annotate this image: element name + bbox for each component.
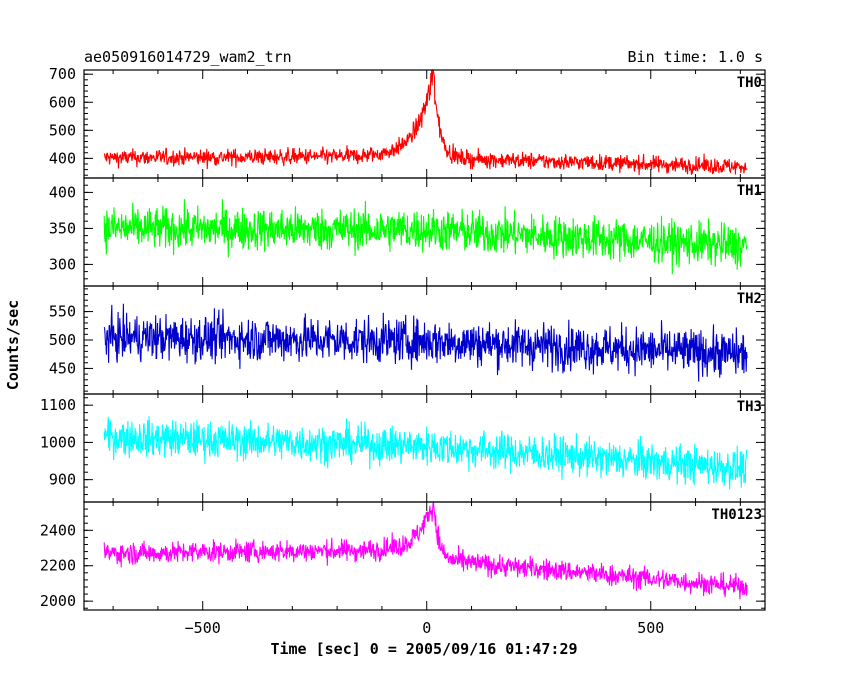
panel-th0123: 2000 2200 2400 TH0123: [40, 500, 766, 611]
y-tick-label: 900: [49, 471, 76, 489]
series-trace-th2: [103, 303, 748, 382]
series-trace-th1: [103, 199, 748, 275]
y-tick-label: 2000: [40, 592, 76, 610]
panel-frame: [83, 501, 766, 611]
y-axis-label: Counts/sec: [4, 300, 22, 390]
y-tick-label: 350: [49, 219, 76, 237]
panel-th1: 300 350 400 TH1: [49, 177, 766, 287]
x-axis-label: Time [sec] 0 = 2005/09/16 01:47:29: [270, 640, 577, 658]
y-tick-label: 2400: [40, 521, 76, 539]
panel-th2: 450 500 550 TH2: [49, 285, 766, 395]
panel-name-label: TH2: [737, 291, 762, 307]
panel-name-label: TH0: [737, 75, 762, 91]
y-tick-label: 400: [49, 149, 76, 167]
series-trace-th0123: [103, 500, 748, 600]
x-tick-label: 0: [422, 619, 431, 637]
figure-title: ae050916014729_wam2_trn: [84, 48, 292, 66]
series-trace-th3: [103, 416, 748, 490]
y-tick-label: 400: [49, 183, 76, 201]
y-tick-label: 300: [49, 255, 76, 273]
y-tick-label: 1000: [40, 433, 76, 451]
y-tick-label: 600: [49, 93, 76, 111]
y-tick-label: 1100: [40, 396, 76, 414]
y-tick-label: 550: [49, 303, 76, 321]
panel-name-label: TH1: [737, 183, 762, 199]
y-tick-label: 2200: [40, 557, 76, 575]
y-tick-label: 500: [49, 331, 76, 349]
series-trace-th0: [103, 68, 748, 176]
panel-th0: 400 500 600 700 TH0: [49, 65, 766, 179]
bin-time-label: Bin time: 1.0 s: [628, 48, 763, 66]
y-tick-label: 700: [49, 65, 76, 83]
y-tick-label: 450: [49, 359, 76, 377]
panel-th3: 900 1000 1100 TH3: [40, 393, 766, 503]
panel-name-label: TH3: [737, 399, 762, 415]
x-tick-label: −500: [185, 619, 221, 637]
panels-group: 400 500 600 700 TH0 300 350 400 TH1 450 500 550 TH2 9…: [40, 65, 766, 637]
panel-frame: [83, 69, 766, 179]
panel-name-label: TH0123: [711, 507, 762, 523]
y-tick-label: 500: [49, 121, 76, 139]
x-tick-label: 500: [637, 619, 664, 637]
